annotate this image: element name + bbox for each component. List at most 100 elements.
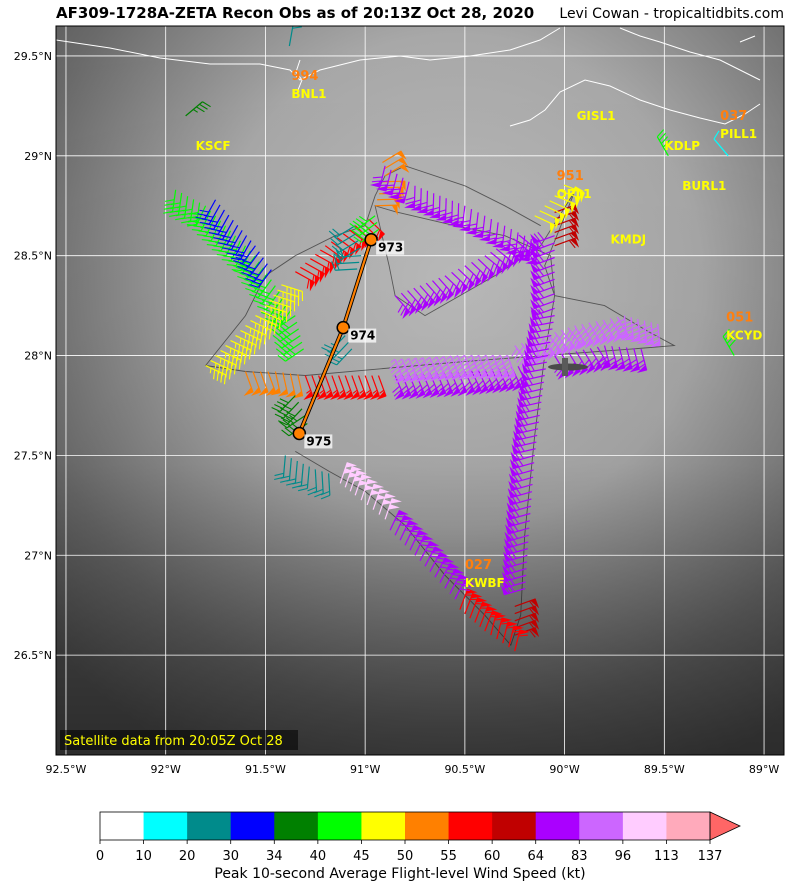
colorbar-swatch [317, 812, 362, 840]
wind-barb-seg-0 [253, 285, 276, 304]
wind-barb-seg-13 [501, 577, 526, 589]
colorbar-swatch [666, 812, 711, 840]
lat-tick-label: 28°N [24, 350, 52, 363]
colorbar-tick-label: 60 [484, 849, 501, 864]
station-label: KMDJ [610, 233, 646, 247]
colorbar-swatch [535, 812, 580, 840]
wind-barb-seg-3 [243, 371, 254, 396]
wind-barb-seg-21 [539, 210, 561, 230]
wind-barb-seg-13 [530, 290, 555, 302]
wind-barb-seg-17 [349, 470, 367, 492]
wind-barb-seg-10 [451, 355, 468, 381]
wind-barb-seg-13 [509, 464, 534, 477]
wind-barb-seg-16 [414, 534, 434, 556]
map-credit: Levi Cowan - tropicaltidbits.com [559, 6, 784, 22]
wind-barb-seg-8 [438, 277, 454, 302]
wind-barb-seg-16 [419, 540, 440, 562]
wind-barb-seg-16 [424, 546, 445, 567]
station-wind-barb-4 [722, 329, 736, 356]
fix-track-line [342, 239, 373, 328]
station-wind-barb-2 [656, 129, 671, 157]
wind-barb-seg-13 [506, 508, 531, 521]
wind-barb-seg-11 [569, 325, 587, 350]
station-wind-barb-3 [713, 130, 729, 157]
wind-barb-seg-15 [484, 610, 503, 632]
colorbar-tick-label: 55 [440, 849, 457, 864]
wind-barb-seg-17 [339, 462, 357, 484]
wind-barb-seg-11 [537, 336, 556, 361]
wind-barb-seg-16 [394, 514, 414, 536]
wind-barb-seg-22 [331, 261, 358, 271]
wind-barb-seg-20 [554, 230, 580, 242]
wind-barb-seg-20 [554, 237, 580, 249]
colorbar-swatch [187, 812, 232, 840]
colorbar-tick-label: 50 [397, 849, 414, 864]
wind-barb-seg-13 [505, 515, 530, 528]
colorbar-tick-label: 10 [135, 849, 152, 864]
wind-barb-seg-7 [447, 203, 460, 226]
colorbar-swatch [405, 812, 450, 840]
colorbar: 0 10 20 30 34 40 45 50 55 60 64 83 96 113 137 [96, 811, 741, 864]
wind-barb-seg-12 [613, 346, 626, 372]
wind-barb-seg-13 [507, 493, 532, 506]
wind-barb-seg-16 [399, 519, 419, 541]
station-label: GISL1 [577, 109, 616, 123]
wind-barb-seg-10 [501, 354, 516, 380]
lon-tick-label: 92°W [151, 763, 181, 776]
wind-barb-seg-3 [270, 371, 281, 396]
wind-barb-seg-13 [505, 523, 530, 535]
lon-tick-label: 89°W [749, 763, 779, 776]
wind-barb-seg-6 [384, 163, 410, 177]
wind-barb-seg-8 [451, 271, 468, 296]
station-label: KSCF [196, 139, 231, 153]
wind-barb-seg-2 [255, 315, 276, 335]
wind-barb-seg-11 [649, 323, 661, 348]
wind-barb-seg-17 [372, 488, 390, 510]
station-pressure: 027 [465, 558, 492, 573]
wind-barb-seg-15 [464, 592, 483, 615]
wind-barb-seg-10 [416, 357, 433, 383]
wind-barb-seg-17 [384, 498, 402, 520]
wind-barb-seg-11 [591, 320, 608, 346]
wind-barb-seg-17 [366, 483, 384, 506]
vortex-fix-marker [364, 232, 378, 247]
wind-barb-seg-4 [369, 375, 380, 400]
wind-barb-seg-4 [329, 375, 340, 400]
wind-barb-seg-6 [382, 150, 407, 163]
aircraft-icon [548, 358, 588, 376]
wind-barb-seg-16 [454, 579, 475, 600]
wind-barb-seg-13 [530, 275, 555, 288]
wind-barb-seg-13 [530, 231, 555, 244]
station-label: BNL1 [291, 87, 326, 101]
wind-barb-seg-18 [320, 473, 331, 500]
wind-barb-seg-3 [277, 372, 289, 397]
wind-barb-seg-16 [429, 551, 450, 573]
wind-barb-seg-8 [477, 258, 495, 282]
colorbar-extend-arrow [709, 811, 741, 841]
coast-line-2 [619, 27, 761, 81]
wind-barb-seg-19 [278, 408, 303, 426]
wind-barbs [163, 26, 736, 652]
wind-barb-seg-13 [510, 450, 535, 462]
wind-barb-seg-13 [515, 409, 540, 421]
wind-barb-seg-21 [549, 200, 570, 220]
lat-tick-label: 27°N [24, 549, 52, 562]
wind-barb-seg-10 [486, 354, 502, 380]
wind-barb-seg-11 [577, 323, 594, 349]
wind-barb-seg-7 [452, 205, 466, 228]
wind-barb-seg-1 [230, 240, 252, 261]
wind-barb-seg-14 [514, 612, 540, 624]
colorbar-label: Peak 10-second Average Flight-level Wind… [214, 866, 586, 882]
wind-barb-seg-3 [265, 371, 277, 396]
wind-barb-seg-9 [489, 368, 502, 394]
coast-line-3 [295, 59, 303, 91]
lon-tick-label: 90°W [549, 763, 579, 776]
vortex-fixes: 973 974 975 [292, 232, 405, 449]
wind-barb-seg-21 [534, 215, 556, 235]
station-pressure: 951 [557, 169, 584, 184]
station-labels: KSCF 994 BNL1 GISL1 037 PILL1 KDLP BURL1 951 OPL1… [196, 69, 763, 590]
wind-barb-seg-4 [356, 375, 367, 400]
wind-barb-seg-13 [506, 501, 532, 513]
wind-barb-seg-12 [621, 347, 633, 372]
wind-barb-seg-4 [376, 375, 387, 400]
